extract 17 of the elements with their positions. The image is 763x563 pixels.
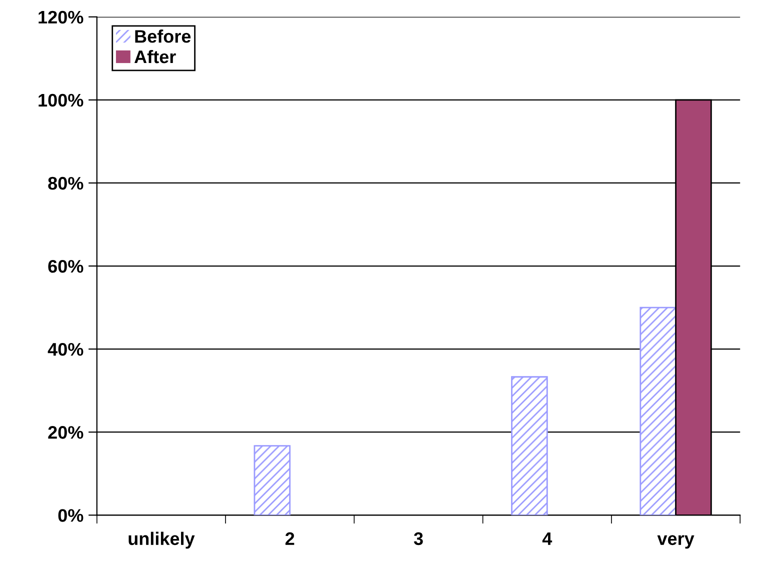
x-tick-label: unlikely xyxy=(128,532,195,549)
bar xyxy=(254,445,291,516)
bar xyxy=(640,306,676,516)
y-tick-label: 120% xyxy=(38,10,84,24)
x-tick-label: very xyxy=(657,535,694,549)
y-tick-label: 40% xyxy=(48,342,84,356)
y-tick-label: 0% xyxy=(58,509,84,522)
y-tick-label: 80% xyxy=(48,176,84,190)
legend-label: Before xyxy=(135,30,191,43)
y-tick-label: 100% xyxy=(38,94,84,107)
y-tick-label: 60% xyxy=(48,260,84,273)
x-tick-label: 4 xyxy=(542,532,552,545)
x-tick-label: 3 xyxy=(414,532,423,546)
bar xyxy=(511,376,548,516)
x-tick-label: 2 xyxy=(285,532,294,545)
legend-label: After xyxy=(134,50,176,64)
y-tick-label: 20% xyxy=(48,426,84,439)
